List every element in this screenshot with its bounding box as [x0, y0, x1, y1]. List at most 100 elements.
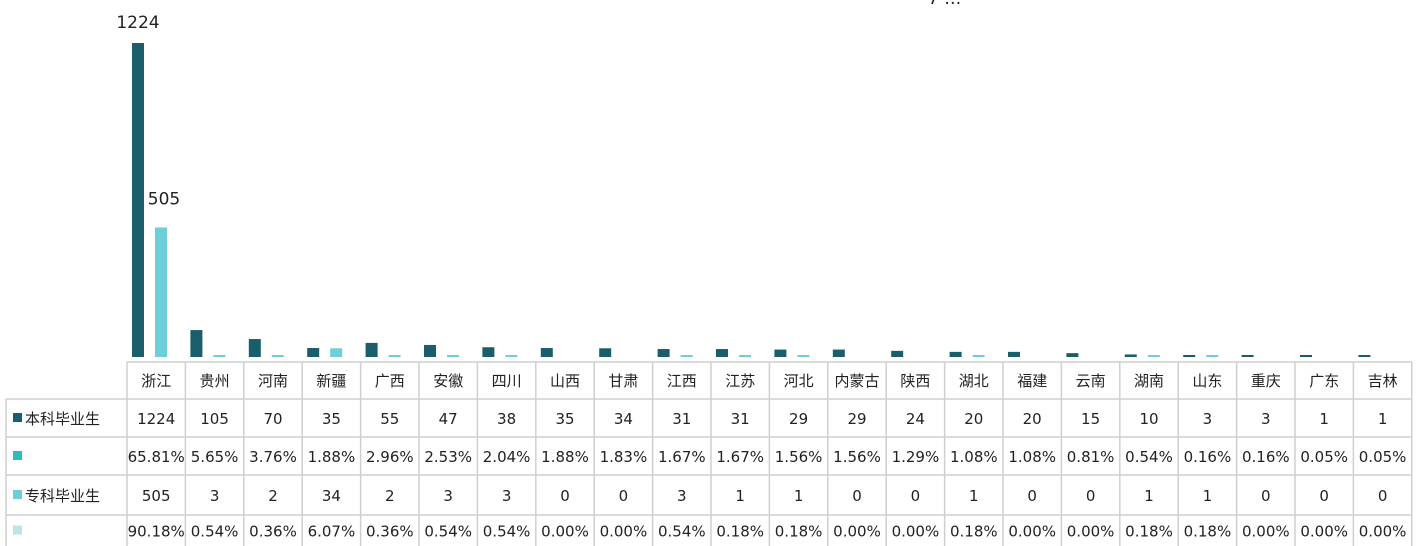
table-cell-zhuanke-pct-7: 0.00%	[541, 523, 589, 541]
bar-benke-9	[657, 349, 670, 357]
bars-group	[132, 43, 1371, 357]
tick-label-17: 湖南	[1134, 372, 1164, 390]
table-cell-zhuanke-1: 3	[210, 487, 220, 505]
table-cell-zhuanke-pct-5: 0.54%	[424, 523, 472, 541]
table-cell-zhuanke-pct-11: 0.18%	[775, 523, 823, 541]
tick-label-21: 吉林	[1368, 372, 1398, 390]
table-cell-benke-7: 35	[555, 410, 574, 428]
table-cell-zhuanke-pct-20: 0.00%	[1300, 523, 1348, 541]
table-cell-zhuanke-pct-9: 0.54%	[658, 523, 706, 541]
bar-benke-16	[1066, 353, 1079, 357]
bar-zhuanke-6	[505, 355, 518, 357]
table-cell-zhuanke-6: 3	[502, 487, 512, 505]
table-cell-zhuanke-pct-8: 0.00%	[600, 523, 648, 541]
tick-label-2: 河南	[258, 372, 288, 390]
table-cell-benke-15: 20	[1023, 410, 1042, 428]
bar-benke-13	[891, 350, 904, 357]
bar-benke-11	[774, 349, 787, 357]
data-label-benke-0: 1224	[116, 13, 159, 33]
table-cell-benke-13: 24	[906, 410, 925, 428]
table-cell-benke-pct-16: 0.81%	[1067, 448, 1115, 466]
table-cell-zhuanke-pct-18: 0.18%	[1184, 523, 1232, 541]
table-cell-benke-pct-7: 1.88%	[541, 448, 589, 466]
tick-label-6: 四川	[492, 372, 522, 390]
tick-label-16: 云南	[1076, 372, 1106, 390]
data-table: 浙江 贵州 河南 新疆 广西 安徽 四川 山西 甘肃 江西 江苏 河北 内蒙古 陕西 湖北 福建 云南 湖南 山东 重…	[5, 361, 1413, 546]
table-cell-benke-21: 1	[1378, 410, 1388, 428]
table-cell-zhuanke-0: 505	[142, 487, 171, 505]
tick-label-15: 福建	[1017, 372, 1047, 390]
table-cell-benke-pct-18: 0.16%	[1184, 448, 1232, 466]
table-cell-benke-3: 35	[322, 410, 341, 428]
tick-label-5: 安徽	[433, 372, 463, 390]
data-label-zhuanke-0: 505	[148, 189, 180, 209]
table-cell-zhuanke-18: 1	[1203, 487, 1213, 505]
tick-label-19: 重庆	[1251, 372, 1281, 390]
table-cell-benke-4: 55	[380, 410, 399, 428]
table-cell-zhuanke-pct-19: 0.00%	[1242, 523, 1290, 541]
bar-zhuanke-5	[447, 355, 459, 357]
table-cell-zhuanke-pct-0: 90.18%	[128, 523, 185, 541]
table-cell-zhuanke-11: 1	[794, 487, 804, 505]
table-cell-benke-2: 70	[263, 410, 282, 428]
table-cell-benke-pct-2: 3.76%	[249, 448, 297, 466]
table-cell-benke-1: 105	[200, 410, 229, 428]
table-cell-zhuanke-17: 1	[1144, 487, 1154, 505]
table-cell-zhuanke-5: 3	[443, 487, 453, 505]
bar-benke-20	[1300, 355, 1312, 357]
table-cell-zhuanke-3: 34	[322, 487, 341, 505]
tick-label-0: 浙江	[141, 372, 171, 390]
bar-benke-4	[365, 342, 378, 357]
bar-benke-2	[248, 339, 261, 357]
table-cell-benke-pct-14: 1.08%	[950, 448, 998, 466]
tick-label-11: 河北	[784, 372, 814, 390]
table-cell-benke-pct-12: 1.56%	[833, 448, 881, 466]
tick-label-9: 江西	[667, 372, 697, 390]
table-cell-zhuanke-19: 0	[1261, 487, 1271, 505]
table-cell-zhuanke-8: 0	[619, 487, 629, 505]
bar-zhuanke-14	[972, 355, 985, 357]
bar-zhuanke-4	[388, 355, 401, 357]
table-cell-zhuanke-pct-4: 0.36%	[366, 523, 414, 541]
bar-benke-15	[1008, 351, 1020, 357]
table-cell-benke-pct-0: 65.81%	[128, 448, 185, 466]
table-cell-zhuanke-7: 0	[560, 487, 570, 505]
bar-benke-19	[1241, 355, 1254, 357]
table-cell-benke-pct-11: 1.56%	[775, 448, 823, 466]
table-cell-benke-17: 10	[1139, 410, 1158, 428]
cut-off-label: 7 …	[928, 0, 961, 9]
table-cell-zhuanke-pct-13: 0.00%	[892, 523, 940, 541]
tick-label-1: 贵州	[200, 372, 230, 390]
bar-benke-7	[540, 348, 553, 357]
table-cell-zhuanke-15: 0	[1027, 487, 1037, 505]
bar-zhuanke-9	[680, 355, 693, 357]
table-cell-zhuanke-14: 1	[969, 487, 979, 505]
bar-zhuanke-2	[271, 355, 284, 357]
table-cell-benke-18: 3	[1203, 410, 1213, 428]
bar-benke-18	[1183, 355, 1196, 357]
table-cell-zhuanke-pct-14: 0.18%	[950, 523, 998, 541]
bar-benke-3	[307, 348, 320, 357]
table-cell-benke-20: 1	[1319, 410, 1329, 428]
table-cell-zhuanke-4: 2	[385, 487, 395, 505]
table-cell-zhuanke-16: 0	[1086, 487, 1096, 505]
bar-zhuanke-11	[797, 355, 810, 357]
table-cell-zhuanke-pct-3: 6.07%	[308, 523, 356, 541]
bar-benke-12	[832, 349, 845, 357]
table-cell-benke-9: 31	[672, 410, 691, 428]
legend-swatch-zhuanke-pct	[13, 525, 22, 535]
bar-benke-21	[1358, 355, 1371, 357]
tick-label-18: 山东	[1192, 372, 1222, 390]
bar-benke-1	[190, 330, 203, 357]
table-cell-zhuanke-pct-10: 0.18%	[716, 523, 764, 541]
table-cell-benke-0: 1224	[137, 410, 175, 428]
bar-zhuanke-0	[155, 227, 167, 357]
bar-benke-5	[424, 344, 436, 357]
bar-benke-0	[132, 43, 144, 357]
bar-benke-14	[949, 351, 962, 357]
legend-swatch-zhuanke	[13, 490, 22, 499]
table-cell-benke-12: 29	[847, 410, 866, 428]
table-cell-benke-pct-19: 0.16%	[1242, 448, 1290, 466]
table-cell-benke-5: 47	[439, 410, 458, 428]
